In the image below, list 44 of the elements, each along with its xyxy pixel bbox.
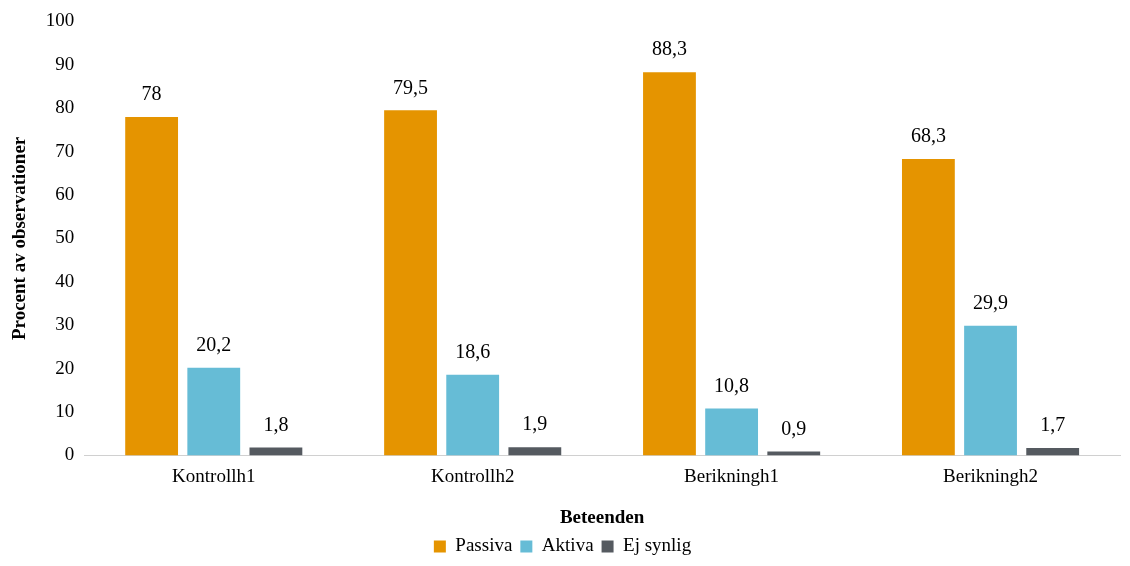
data-label: 0,9 [781,416,807,439]
bar [508,447,562,456]
x-tick-label: Berikningh1 [684,464,780,486]
y-tick-label: 70 [55,139,75,161]
bar [767,451,821,456]
x-tick-label: Kontrollh1 [172,464,256,486]
data-label: 18,6 [455,339,491,362]
y-axis-title: Procent av observationer [8,136,30,341]
y-tick-label: 0 [64,443,75,465]
x-tick-label: Kontrollh2 [430,464,515,486]
data-label: 78 [141,82,162,105]
legend-label: Aktiva [541,534,595,556]
bar [964,325,1017,456]
bar [125,116,179,456]
data-label: 1,7 [1040,413,1066,436]
bar [643,72,696,456]
legend-label: Ej synlig [623,534,692,556]
bar [384,110,437,456]
bar [705,408,759,456]
data-label: 88,3 [651,37,687,60]
y-tick-label: 20 [55,356,75,378]
data-label: 20,2 [196,332,232,355]
bar [187,367,241,456]
y-tick-label: 10 [55,399,75,421]
y-tick-label: 60 [55,182,75,204]
x-axis-title: Beteenden [559,505,645,527]
x-tick-label: Berikningh2 [943,464,1039,486]
data-label: 79,5 [393,75,429,98]
data-label: 1,8 [263,412,289,435]
data-label: 68,3 [910,124,946,147]
bar [901,158,955,456]
data-label: 10,8 [714,373,750,396]
bar [446,374,500,456]
y-tick-label: 30 [55,313,75,335]
bar [1026,448,1080,456]
data-label: 29,9 [973,290,1009,313]
legend-label: Passiva [455,534,513,556]
y-tick-label: 100 [45,9,75,31]
data-label: 1,9 [522,412,548,435]
y-tick-label: 40 [55,269,75,291]
y-tick-label: 90 [55,52,75,74]
y-tick-label: 50 [55,226,75,248]
bar [249,447,303,456]
y-tick-label: 80 [55,96,75,118]
